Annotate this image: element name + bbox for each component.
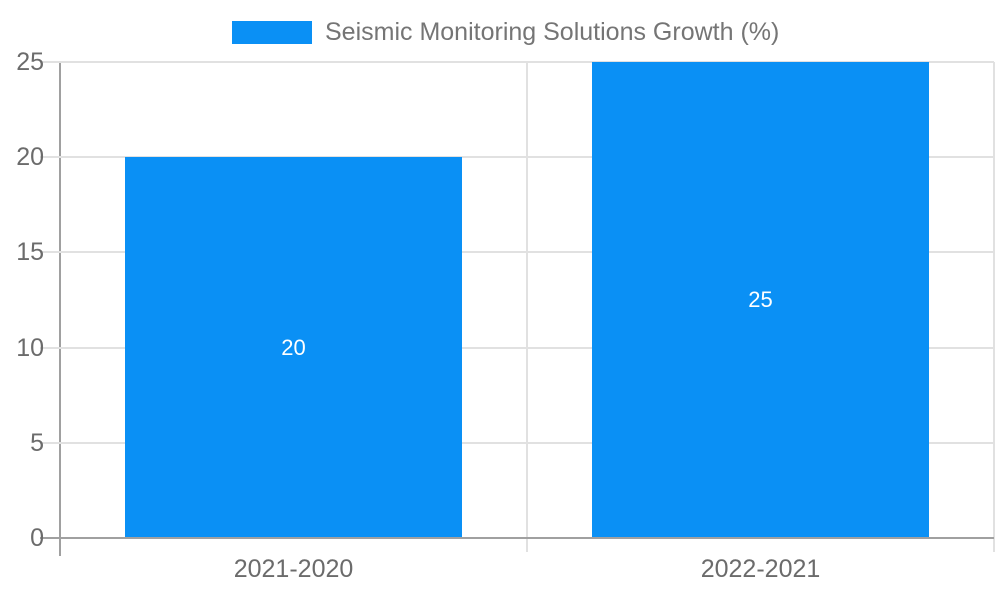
bar-value-label: 20 [281, 334, 306, 360]
y-tick-mark [40, 346, 60, 349]
legend-swatch-icon [232, 20, 312, 44]
plot-area: 20 25 [40, 61, 995, 556]
y-tick-label: 15 [16, 238, 44, 267]
x-axis-line [40, 537, 994, 539]
y-tick-label: 10 [16, 333, 44, 362]
x-category-label: 2022-2021 [700, 555, 821, 583]
bar[interactable]: 25 [591, 62, 930, 538]
bar-value-label: 25 [748, 287, 773, 312]
y-tick-label: 25 [16, 48, 44, 76]
y-axis-line [59, 62, 61, 556]
y-tick-label: 20 [16, 143, 44, 172]
y-tick-mark [40, 61, 60, 63]
y-tick-label: 5 [30, 428, 44, 457]
y-tick-mark [40, 441, 60, 444]
plot-right-border [993, 62, 995, 552]
x-category-label: 2021-2020 [233, 555, 354, 583]
chart-legend[interactable]: Seismic Monitoring Solutions Growth (%) [232, 17, 779, 47]
bar[interactable]: 20 [124, 157, 463, 538]
x-axis-labels: 2021-2020 2022-2021 [60, 554, 994, 588]
y-tick-mark [40, 156, 60, 159]
y-tick-mark [40, 251, 60, 254]
category-separator [526, 62, 528, 552]
y-tick-label: 0 [30, 524, 44, 552]
y-axis-labels: 0 5 10 15 20 25 [0, 48, 46, 552]
legend-label: Seismic Monitoring Solutions Growth (%) [325, 18, 780, 46]
